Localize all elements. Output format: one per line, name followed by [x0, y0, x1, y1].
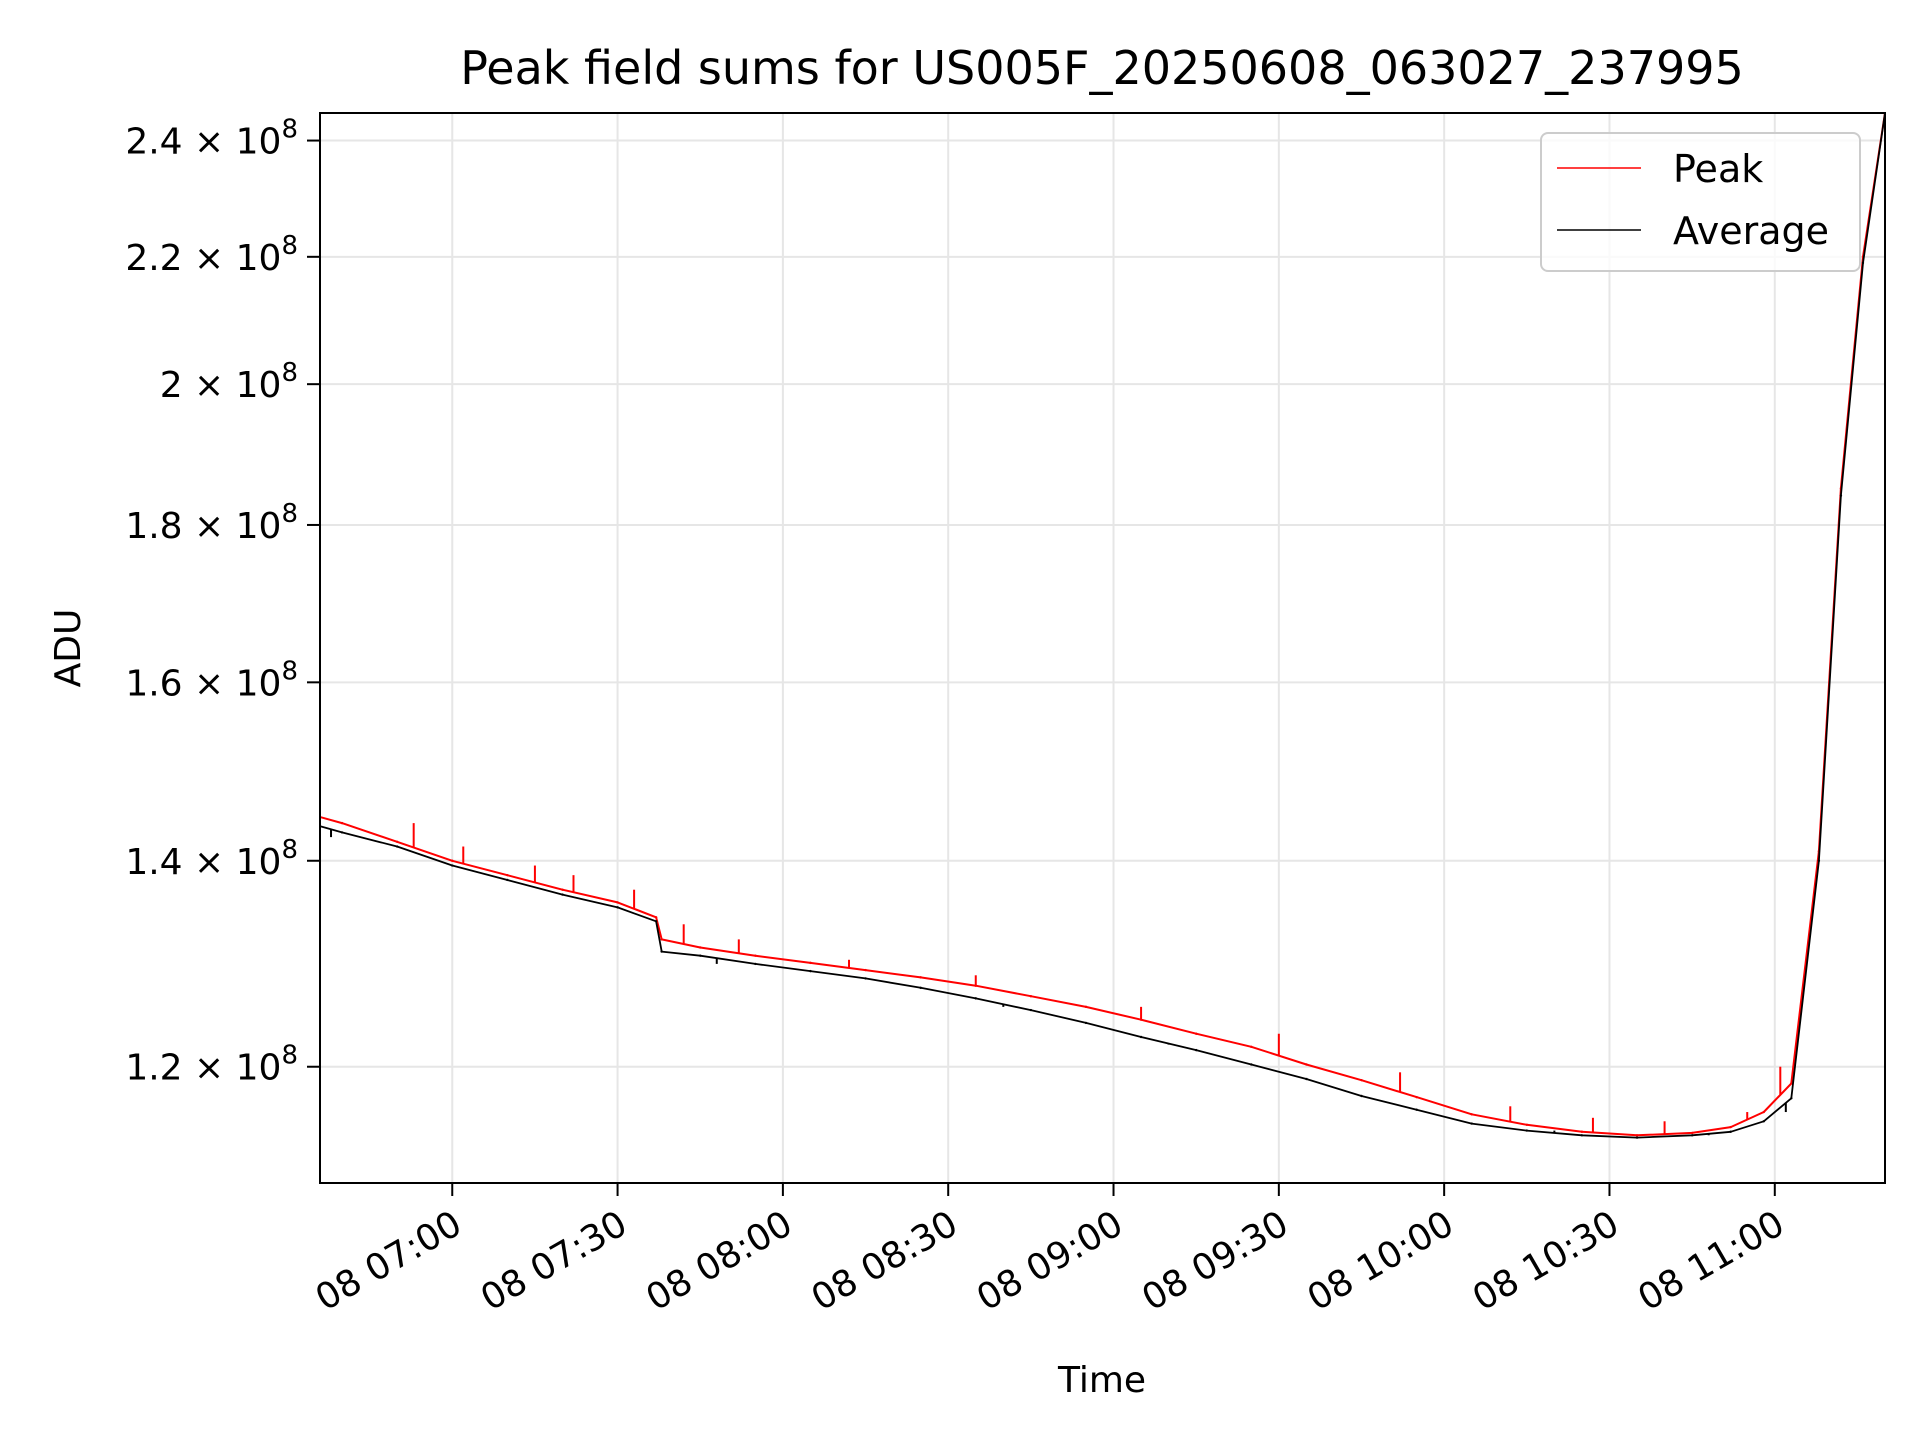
x-axis-label: Time	[1057, 1360, 1146, 1401]
y-axis-ticks: 1.2 × 108 1.4 × 108 1.6 × 108 1.8 × 108 2 × …	[125, 115, 320, 1089]
series-average	[320, 113, 1885, 1139]
data-point-average	[561, 893, 564, 896]
data-point-average	[1250, 1063, 1253, 1066]
data-point-average	[654, 920, 658, 923]
data-point-peak	[864, 968, 867, 972]
data-point-peak	[1729, 1125, 1732, 1129]
y-axis-label: ADU	[48, 609, 89, 688]
y-tick-label: 1.8 × 108	[125, 499, 298, 547]
data-point-average	[699, 954, 702, 957]
data-point-average	[1139, 1035, 1143, 1039]
data-point-peak	[1084, 1005, 1088, 1009]
data-point-average	[451, 864, 454, 867]
data-point-average	[864, 977, 867, 980]
data-point-peak	[1790, 1082, 1793, 1085]
data-point-peak	[1470, 1113, 1473, 1116]
data-point-average	[616, 906, 619, 909]
data-point-peak	[654, 916, 658, 919]
data-point-average	[1839, 494, 1843, 497]
data-point-peak	[1635, 1134, 1639, 1137]
data-point-average	[754, 962, 757, 966]
y-tick-label: 2 × 108	[160, 358, 298, 406]
y-tick-label: 2.4 × 108	[125, 115, 298, 163]
data-point-average	[919, 986, 922, 990]
legend-label-peak: Peak	[1673, 147, 1763, 191]
data-point-peak	[1250, 1045, 1253, 1049]
data-point-average	[1790, 1097, 1793, 1100]
data-point-average	[660, 950, 663, 953]
data-point-average	[1360, 1094, 1363, 1098]
data-point-peak	[1360, 1078, 1363, 1082]
data-point-peak	[1525, 1123, 1529, 1126]
data-point-average	[1635, 1136, 1639, 1139]
data-point-average	[506, 878, 509, 882]
data-point-peak	[1762, 1110, 1765, 1114]
data-point-peak	[1690, 1131, 1694, 1135]
data-point-peak	[561, 888, 564, 891]
data-point-peak	[451, 859, 454, 862]
legend-label-average: Average	[1673, 209, 1829, 253]
data-point-average	[1084, 1021, 1088, 1025]
data-point-peak	[1194, 1032, 1198, 1035]
y-tick-label: 1.2 × 108	[125, 1041, 298, 1089]
plot-frame	[319, 112, 1886, 1184]
series-peak	[320, 113, 1885, 1137]
data-point-peak	[506, 873, 509, 877]
data-point-peak	[754, 954, 757, 957]
data-point-average	[1762, 1120, 1765, 1123]
y-tick-label: 1.6 × 108	[125, 656, 298, 704]
grid-x	[451, 113, 1776, 1183]
data-point-peak	[340, 821, 344, 825]
legend: Peak Average	[1540, 132, 1861, 272]
data-point-average	[1817, 859, 1821, 862]
data-point-average	[1470, 1122, 1473, 1125]
data-point-average	[395, 845, 399, 848]
grid-y	[320, 139, 1885, 1068]
data-point-peak	[1029, 995, 1033, 998]
data-point-average	[1415, 1108, 1418, 1111]
y-tick-label: 2.2 × 108	[125, 231, 298, 279]
data-point-average	[1525, 1129, 1529, 1132]
series-layer	[320, 113, 1885, 1139]
data-point-peak	[395, 840, 399, 844]
data-point-average	[809, 969, 812, 973]
data-point-average	[1690, 1134, 1694, 1137]
data-point-peak	[809, 961, 812, 965]
data-point-average	[1029, 1008, 1033, 1012]
data-point-average	[1861, 261, 1865, 265]
data-point-average	[974, 997, 977, 1000]
data-point-average	[1580, 1134, 1584, 1137]
data-point-average	[340, 831, 344, 834]
data-point-average	[1194, 1048, 1198, 1052]
data-point-peak	[616, 901, 619, 904]
data-point-peak	[1415, 1095, 1418, 1099]
data-point-peak	[1580, 1130, 1584, 1133]
chart-title: Peak field sums for US005F_20250608_0630…	[460, 41, 1744, 95]
data-point-average	[1729, 1130, 1732, 1133]
data-point-peak	[699, 946, 702, 949]
data-point-peak	[1305, 1063, 1308, 1066]
data-point-peak	[660, 938, 663, 941]
data-point-peak	[919, 976, 922, 979]
y-tick-label: 1.4 × 108	[125, 835, 298, 883]
